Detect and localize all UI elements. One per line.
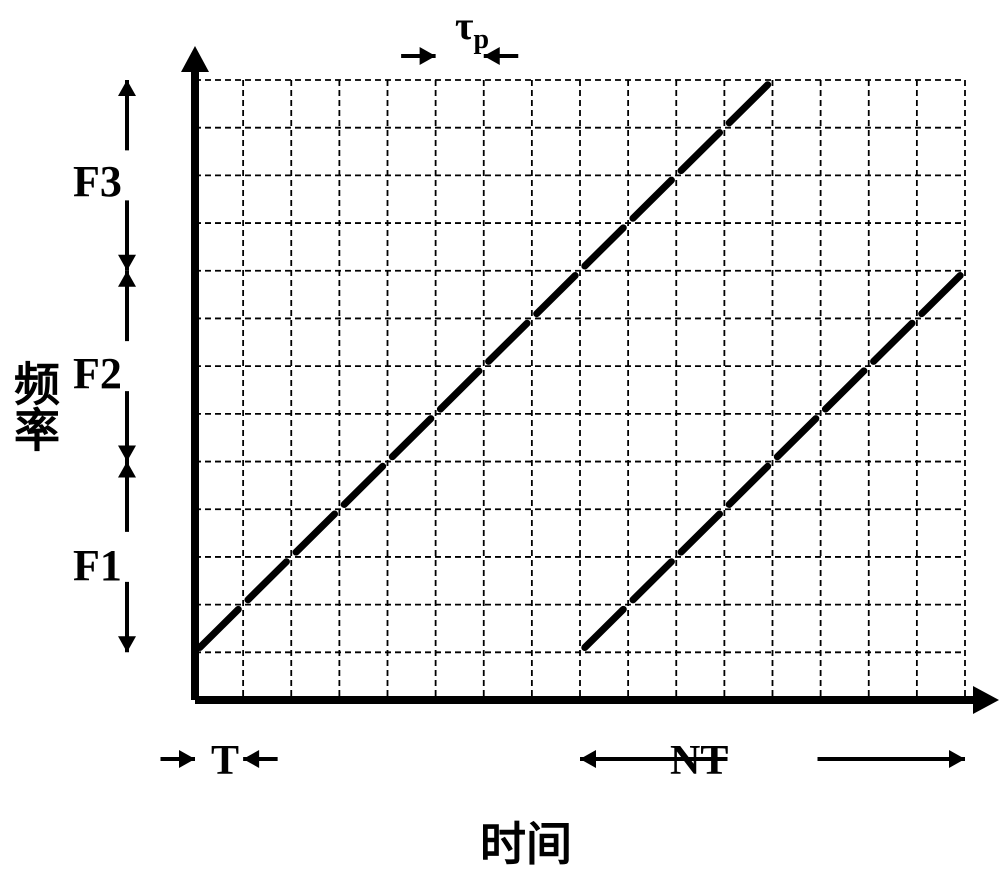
band-label-f1: F1	[73, 540, 122, 591]
band-label-f2: F2	[73, 348, 122, 399]
nt-label: NT	[670, 737, 728, 785]
x-axis-label: 时间	[480, 808, 572, 874]
y-axis-label: 频率	[5, 360, 61, 452]
tau-label: τp	[455, 2, 489, 56]
chirp-diagram	[0, 0, 1000, 874]
band-label-f3: F3	[73, 156, 122, 207]
t-label: T	[211, 737, 239, 785]
